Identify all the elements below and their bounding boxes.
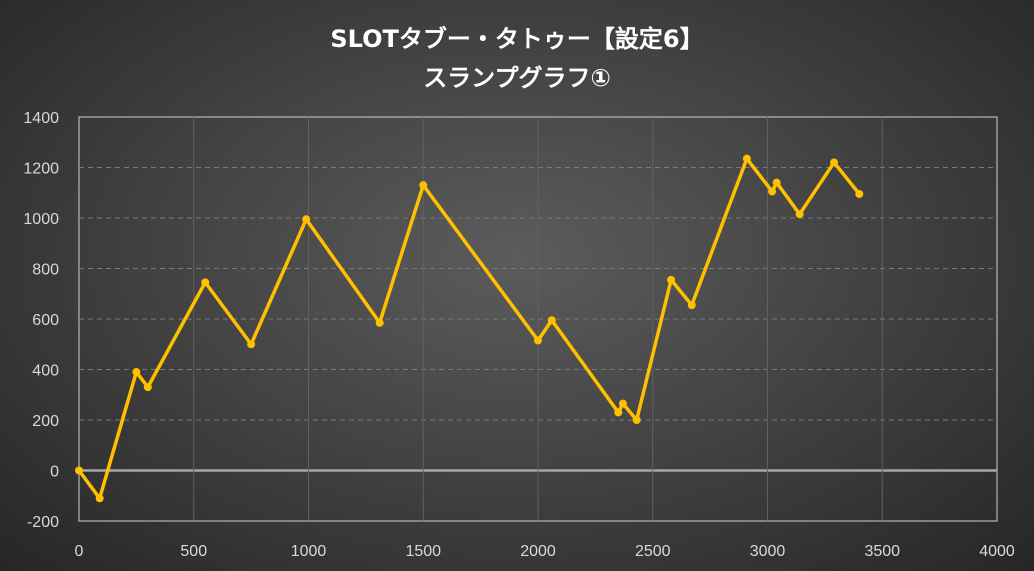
data-point: [632, 416, 641, 424]
data-point: [247, 340, 256, 349]
data-point: [742, 154, 751, 163]
data-point: [75, 466, 83, 475]
y-tick-label: 600: [32, 312, 59, 329]
x-tick-label: 3500: [864, 543, 900, 560]
y-tick-label: 1400: [23, 110, 59, 127]
grid-layer: [79, 117, 997, 521]
chart-subtitle: スランプグラフ①: [423, 64, 611, 92]
y-tick-label: 1000: [23, 211, 59, 228]
x-tick-label: 2500: [635, 543, 671, 560]
x-tick-label: 4000: [979, 543, 1015, 560]
x-tick-label: 1000: [291, 543, 327, 560]
data-point: [667, 275, 676, 284]
data-point: [772, 178, 781, 187]
data-point: [375, 318, 384, 327]
y-tick-label: -200: [27, 514, 59, 531]
y-tick-label: 800: [32, 262, 59, 279]
y-tick-label: 0: [50, 464, 59, 481]
data-point: [95, 494, 104, 503]
data-point: [143, 383, 152, 392]
chart-title: SLOTタブー・タトゥー【設定6】: [330, 25, 703, 53]
data-point: [795, 210, 804, 219]
x-tick-label: 500: [180, 543, 207, 560]
x-tick-label: 1500: [405, 543, 441, 560]
y-tick-label: 200: [32, 413, 59, 430]
x-tick-label: 2000: [520, 543, 556, 560]
data-point: [201, 278, 210, 287]
data-point: [687, 301, 696, 310]
series-line: [77, 156, 862, 501]
data-point: [614, 408, 623, 417]
y-tick-label: 1200: [23, 161, 59, 178]
data-point: [534, 336, 542, 345]
series-layer: [75, 154, 864, 503]
y-tick-label: 400: [32, 363, 59, 380]
data-point: [855, 190, 864, 199]
data-point: [302, 215, 311, 224]
data-point: [618, 399, 627, 408]
x-tick-label: 3000: [750, 543, 786, 560]
data-point: [132, 368, 141, 377]
tick-labels: -200 0 200 400 600 800 1000 1200 1400 0 500 1000 150…: [23, 110, 1014, 560]
data-point: [547, 316, 556, 325]
data-point: [768, 187, 777, 196]
data-point: [419, 181, 428, 190]
x-tick-label: 0: [75, 543, 84, 560]
data-point: [830, 158, 839, 167]
